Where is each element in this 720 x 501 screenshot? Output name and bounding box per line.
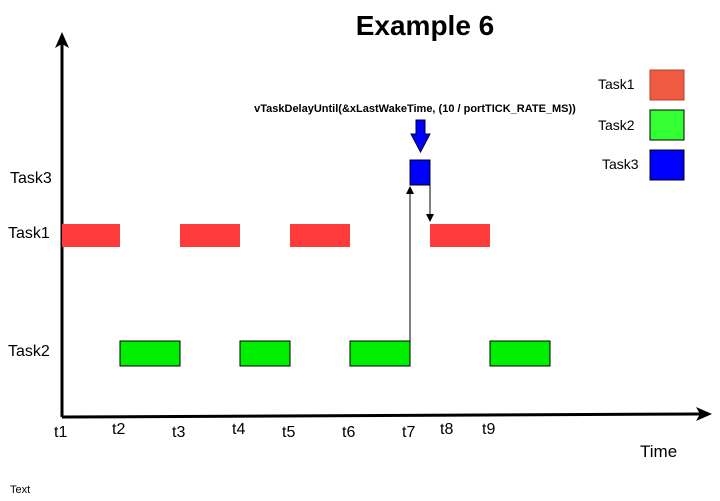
task1-block bbox=[180, 224, 240, 247]
tick-label-t2: t2 bbox=[112, 421, 125, 438]
tick-label-t7: t7 bbox=[402, 424, 415, 441]
legend-swatch-task1 bbox=[649, 69, 685, 101]
row-label-task1: Task1 bbox=[8, 225, 50, 242]
legend-swatch-task2 bbox=[649, 109, 685, 141]
y-axis-arrowhead bbox=[55, 32, 69, 48]
task3-block bbox=[409, 159, 431, 186]
legend-label-task2: Task2 bbox=[598, 117, 635, 133]
tick-label-t9: t9 bbox=[482, 421, 495, 438]
x-axis-line bbox=[61, 412, 701, 419]
row-label-task2: Task2 bbox=[8, 343, 50, 360]
row-label-task3: Task3 bbox=[10, 170, 52, 187]
time-axis-label: Time bbox=[640, 442, 677, 461]
task1-block bbox=[62, 224, 120, 247]
legend-label-task1: Task1 bbox=[598, 76, 635, 92]
task2-blocks bbox=[119, 340, 551, 367]
tick-label-t6: t6 bbox=[342, 424, 355, 441]
tick-label-t1: t1 bbox=[54, 424, 67, 441]
page-title: Example 6 bbox=[356, 10, 495, 41]
footer-text: Text bbox=[10, 484, 30, 496]
legend-label-task3: Task3 bbox=[602, 156, 639, 172]
down-arrow-icon bbox=[410, 119, 431, 154]
task1-block bbox=[430, 224, 490, 247]
task2-block bbox=[489, 340, 551, 367]
x-axis-arrowhead bbox=[696, 407, 712, 421]
time-ticks: t1 t2 t3 t4 t5 t6 t7 t8 t9 bbox=[54, 421, 495, 441]
task2-block bbox=[119, 340, 181, 367]
delay-call-label: vTaskDelayUntil(&xLastWakeTime, (10 / po… bbox=[254, 103, 576, 115]
tick-label-t4: t4 bbox=[232, 421, 245, 438]
task1-block bbox=[290, 224, 350, 247]
task2-block bbox=[349, 340, 411, 367]
tick-label-t3: t3 bbox=[172, 424, 185, 441]
legend: Task1 Task2 Task3 bbox=[598, 69, 685, 181]
legend-swatch-task3 bbox=[649, 149, 685, 181]
task1-blocks bbox=[62, 224, 490, 247]
tick-label-t5: t5 bbox=[282, 424, 295, 441]
task2-block bbox=[239, 340, 291, 367]
tick-label-t8: t8 bbox=[440, 421, 453, 438]
